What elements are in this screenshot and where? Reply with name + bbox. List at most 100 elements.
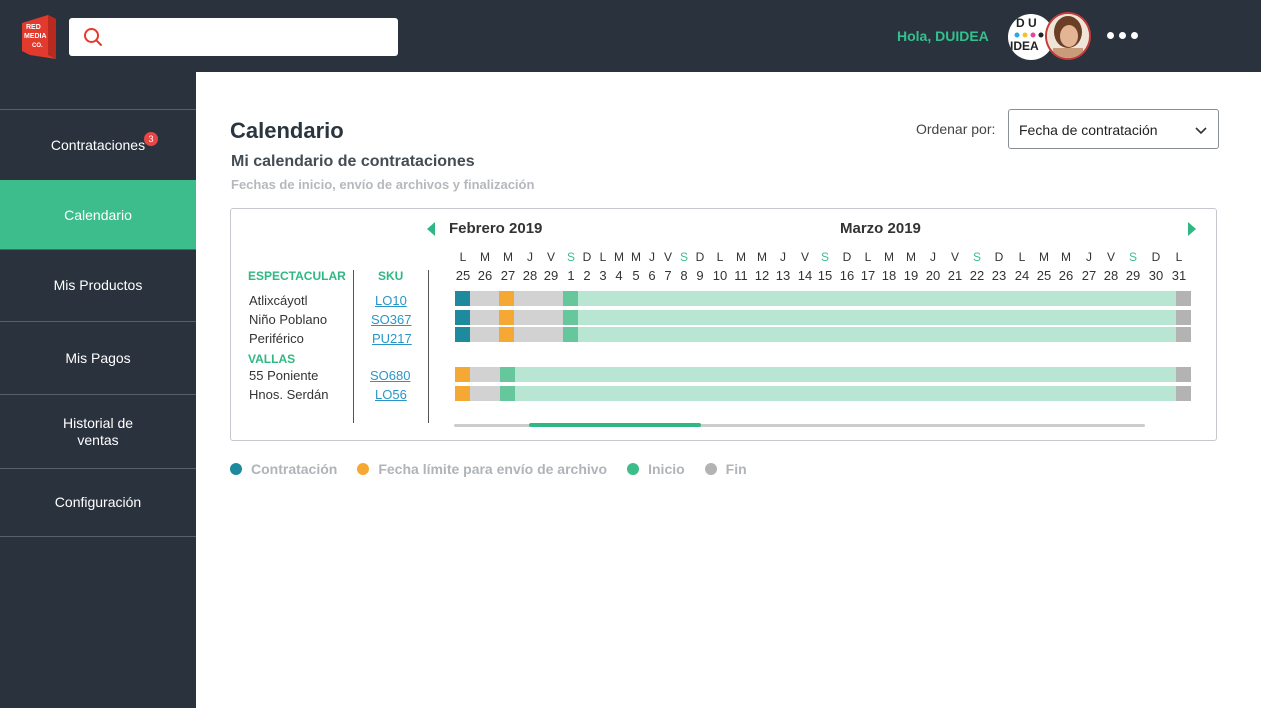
start-segment[interactable]	[563, 291, 578, 306]
start-segment[interactable]	[563, 327, 578, 342]
deadline-segment[interactable]	[455, 367, 470, 382]
weekday-label: M	[503, 250, 513, 264]
weekday-label: S	[680, 250, 688, 264]
legend-item-contratacion: Contratación	[230, 461, 337, 477]
legend-label: Inicio	[648, 461, 685, 477]
day-number-label: 28	[523, 268, 537, 283]
sku-link[interactable]: LO10	[375, 293, 407, 308]
sidebar-item-mis-productos[interactable]: Mis Productos	[0, 249, 196, 321]
sidebar-item-label: Contrataciones	[50, 136, 146, 153]
sku-link[interactable]: PU217	[372, 331, 412, 346]
previous-month-arrow-icon[interactable]	[426, 222, 436, 236]
calendar-card	[230, 208, 1217, 441]
weekday-label: D	[583, 250, 592, 264]
start-segment[interactable]	[500, 367, 515, 382]
month-label-february: Febrero 2019	[449, 220, 543, 237]
day-number-label: 26	[1059, 268, 1073, 283]
sort-label: Ordenar por:	[916, 121, 996, 137]
gap-segment[interactable]	[470, 310, 499, 325]
gap-segment[interactable]	[470, 367, 500, 382]
day-number-label: 20	[926, 268, 940, 283]
top-bar: RED MEDIA CO. Hola, DUIDEA D U IDEA	[0, 0, 1261, 72]
sidebar-divider	[0, 536, 196, 537]
end-segment[interactable]	[1176, 310, 1191, 325]
weekday-label: M	[906, 250, 916, 264]
page-subtitle: Mi calendario de contrataciones	[231, 153, 475, 170]
legend-dot	[627, 463, 640, 475]
legend-dot	[230, 463, 242, 475]
day-number-label: 29	[1126, 268, 1140, 283]
running-segment[interactable]	[578, 310, 1176, 325]
deadline-segment[interactable]	[499, 310, 514, 325]
next-month-arrow-icon[interactable]	[1187, 222, 1197, 236]
weekday-label: L	[600, 250, 607, 264]
running-segment[interactable]	[578, 291, 1176, 306]
legend-label: Fecha límite para envío de archivo	[378, 461, 608, 477]
contract-segment[interactable]	[455, 327, 470, 342]
deadline-segment[interactable]	[499, 291, 514, 306]
gap-segment[interactable]	[470, 327, 499, 342]
day-number-label: 10	[713, 268, 727, 283]
day-number-label: 14	[798, 268, 812, 283]
start-segment[interactable]	[563, 310, 578, 325]
horizontal-scrollbar-thumb[interactable]	[529, 423, 701, 427]
gap-segment[interactable]	[470, 291, 499, 306]
end-segment[interactable]	[1176, 327, 1191, 342]
row-name: Hnos. Serdán	[249, 387, 329, 402]
start-segment[interactable]	[500, 386, 515, 401]
day-number-label: 22	[970, 268, 984, 283]
red-media-logo[interactable]: RED MEDIA CO.	[22, 15, 56, 59]
user-avatar[interactable]	[1045, 12, 1091, 60]
gap-segment[interactable]	[470, 386, 500, 401]
weekday-label: V	[801, 250, 809, 264]
sku-link[interactable]: SO367	[371, 312, 412, 327]
gap-segment[interactable]	[514, 310, 563, 325]
sidebar-item-label: Mis Pagos	[65, 349, 131, 366]
contract-segment[interactable]	[455, 310, 470, 325]
weekday-label: J	[930, 250, 936, 264]
deadline-segment[interactable]	[455, 386, 470, 401]
sku-link[interactable]: LO56	[375, 387, 407, 402]
svg-text:RED: RED	[26, 24, 41, 31]
more-options-icon[interactable]	[1107, 26, 1147, 46]
sidebar-item-contrataciones[interactable]: Contrataciones 3	[0, 109, 196, 180]
legend-item-inicio: Inicio	[627, 461, 685, 477]
running-segment[interactable]	[578, 327, 1176, 342]
day-number-label: 27	[501, 268, 515, 283]
weekday-label: M	[480, 250, 490, 264]
day-number-label: 2	[583, 268, 590, 283]
running-segment[interactable]	[515, 386, 1176, 401]
page-title: Calendario	[230, 118, 344, 143]
sidebar-item-label: Configuración	[54, 494, 142, 510]
sidebar-item-mis-pagos[interactable]: Mis Pagos	[0, 321, 196, 394]
day-number-label: 21	[948, 268, 962, 283]
group-label-vallas: VALLAS	[248, 352, 296, 366]
day-number-label: 19	[904, 268, 918, 283]
svg-text:MEDIA: MEDIA	[24, 33, 47, 40]
weekday-label: M	[1039, 250, 1049, 264]
contract-segment[interactable]	[455, 291, 470, 306]
day-number-label: 27	[1082, 268, 1096, 283]
sidebar-item-calendario[interactable]: Calendario	[0, 180, 196, 249]
end-segment[interactable]	[1176, 386, 1191, 401]
row-name: Periférico	[249, 331, 304, 346]
end-segment[interactable]	[1176, 367, 1191, 382]
deadline-segment[interactable]	[499, 327, 514, 342]
end-segment[interactable]	[1176, 291, 1191, 306]
day-number-label: 11	[734, 268, 748, 283]
sidebar-item-configuracion[interactable]: Configuración	[0, 468, 196, 536]
weekday-label: D	[1152, 250, 1161, 264]
horizontal-scrollbar-track[interactable]	[454, 424, 1145, 427]
day-number-label: 25	[1037, 268, 1051, 283]
page-caption: Fechas de inicio, envío de archivos y fi…	[231, 177, 535, 192]
gap-segment[interactable]	[514, 291, 563, 306]
gap-segment[interactable]	[514, 327, 563, 342]
sort-select[interactable]: Fecha de contratación	[1008, 109, 1219, 149]
search-input[interactable]	[69, 18, 398, 56]
sidebar-item-historial-de-ventas[interactable]: Historial de ventas	[0, 394, 196, 468]
running-segment[interactable]	[515, 367, 1176, 382]
weekday-label: M	[1061, 250, 1071, 264]
sku-link[interactable]: SO680	[370, 368, 411, 383]
legend-dot	[357, 463, 370, 475]
